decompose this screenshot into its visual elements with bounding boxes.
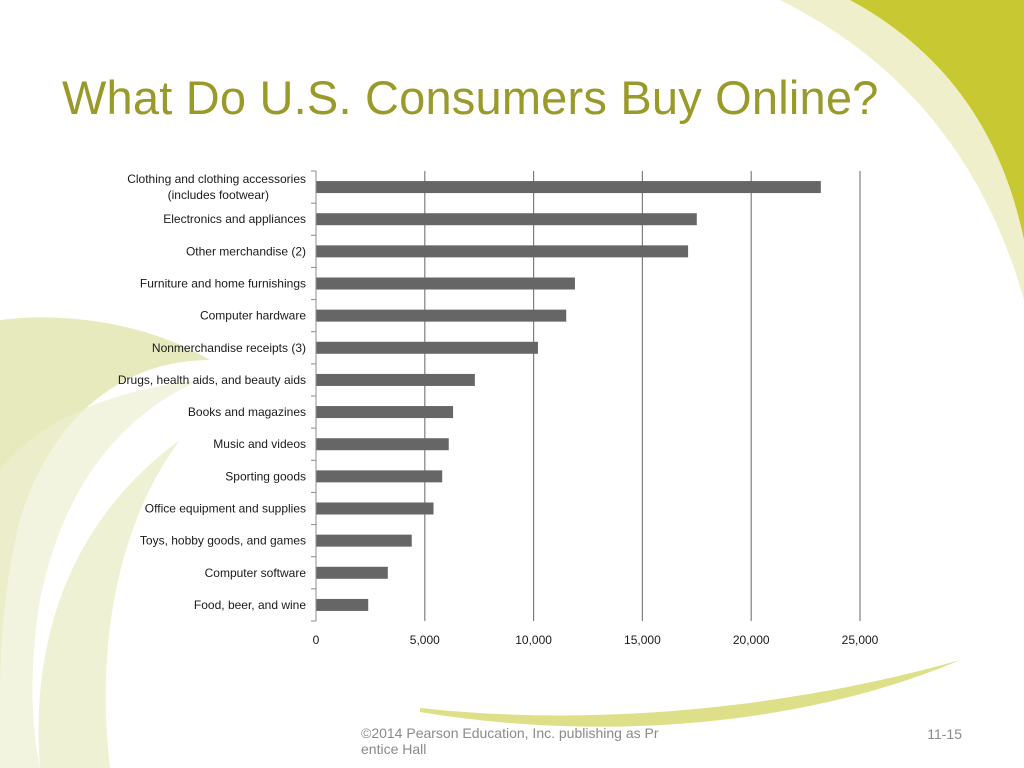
category-label: Other merchandise (2) (186, 244, 306, 258)
bar (316, 213, 697, 226)
category-label: Sporting goods (225, 469, 306, 483)
x-tick-label: 15,000 (624, 633, 661, 647)
grid-lines (424, 171, 861, 621)
x-tick-label: 25,000 (842, 633, 879, 647)
left-swoosh-outer (0, 317, 210, 700)
category-label: Toys, hobby goods, and games (140, 534, 306, 548)
category-label: Books and magazines (188, 405, 306, 419)
bar (316, 566, 388, 579)
page-number: 11-15 (927, 726, 962, 742)
bottom-swoosh (420, 660, 960, 727)
category-labels: Clothing and clothing accessories (includ… (118, 172, 306, 612)
x-tick-label: 5,000 (410, 633, 440, 647)
left-swoosh-inner (38, 440, 180, 768)
x-tick-label: 20,000 (733, 633, 770, 647)
bar (316, 341, 538, 354)
category-label: Nonmerchandise receipts (3) (152, 341, 306, 355)
bar (316, 181, 821, 194)
category-label: Music and videos (213, 437, 306, 451)
category-label: Clothing and clothing accessories (includ… (127, 172, 306, 202)
category-label: Furniture and home furnishings (140, 277, 306, 291)
bars (316, 181, 821, 611)
bar (316, 373, 475, 386)
left-swoosh-mid (0, 380, 200, 768)
category-label: Office equipment and supplies (145, 502, 306, 516)
category-label: Computer software (205, 566, 307, 580)
bar (316, 502, 434, 515)
x-tick-label: 10,000 (515, 633, 552, 647)
category-label: Food, beer, and wine (194, 598, 306, 612)
x-tick-label: 0 (313, 633, 320, 647)
category-label: Electronics and appliances (163, 212, 306, 226)
slide-title: What Do U.S. Consumers Buy Online? (62, 71, 879, 124)
top-right-swoosh (850, 0, 1024, 240)
category-label: Computer hardware (200, 309, 306, 323)
bar (316, 245, 689, 258)
bar (316, 534, 412, 547)
axes (311, 170, 317, 622)
bar (316, 277, 575, 290)
x-tick-labels: 0 5,000 10,000 15,000 20,000 25,000 (313, 633, 879, 647)
bar (316, 438, 449, 451)
category-label: Drugs, health aids, and beauty aids (118, 373, 306, 387)
top-right-swoosh-light (780, 0, 1024, 300)
bar (316, 598, 369, 611)
bar (316, 470, 443, 483)
bar (316, 406, 454, 419)
bar (316, 309, 567, 322)
copyright-footer: ©2014 Pearson Education, Inc. publishing… (361, 725, 659, 757)
